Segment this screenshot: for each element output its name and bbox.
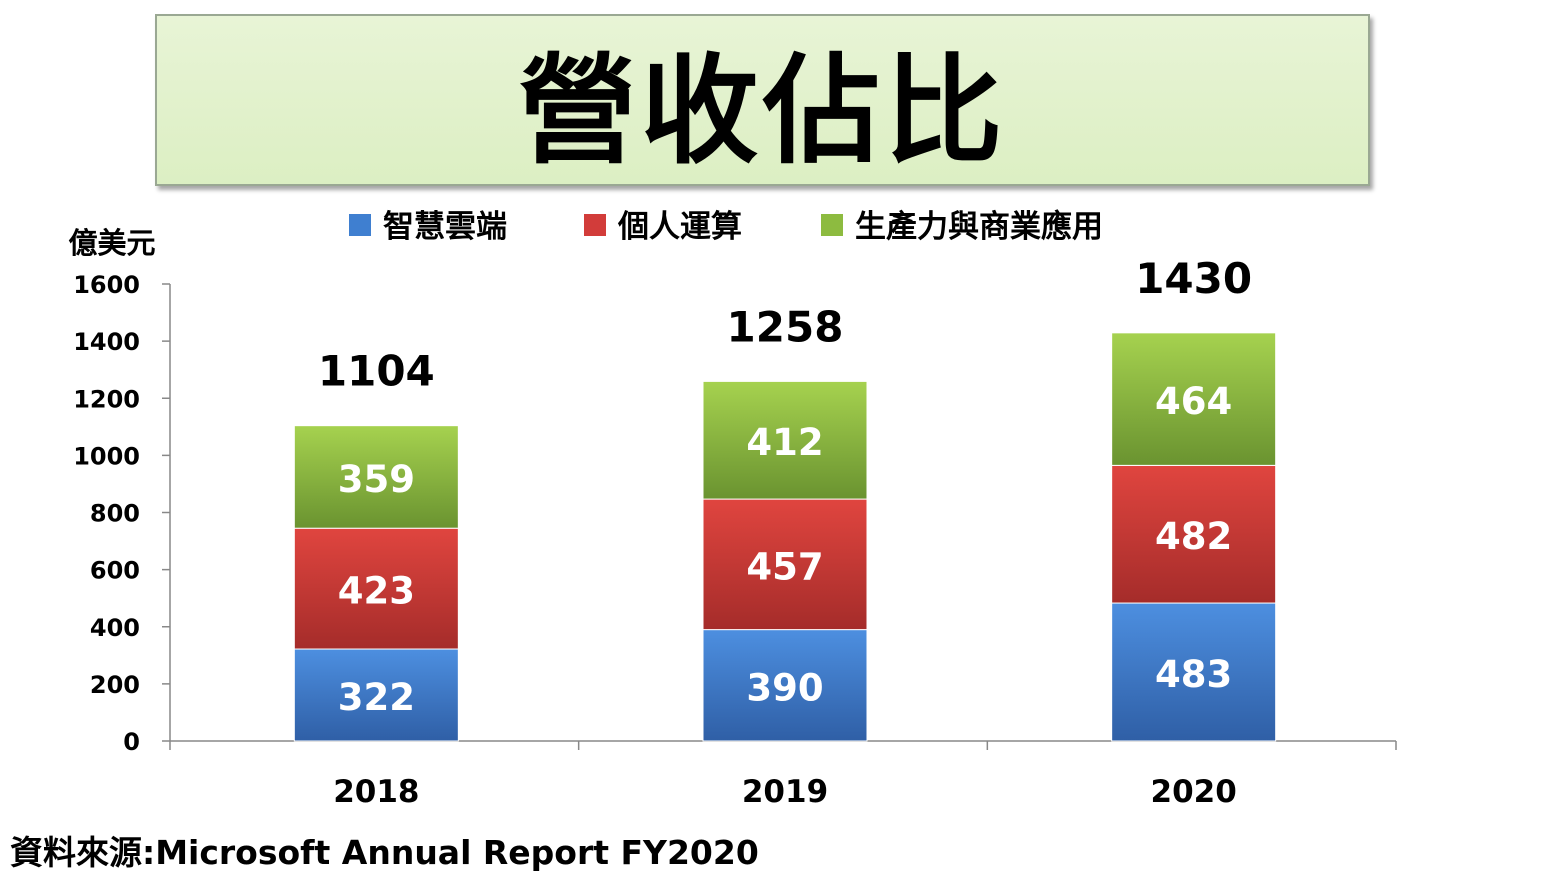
x-tick-label: 2020 [1151,774,1237,810]
y-tick-label: 400 [90,614,140,642]
data-label: 412 [746,421,823,464]
axes: 0 200 400 600 800 1000 1200 1400 1600 [73,271,1397,756]
bar-productivity-2020 [1111,332,1277,466]
bar-productivity-2018 [293,425,459,529]
x-tick-label: 2018 [333,774,419,810]
bar-productivity-2019 [702,380,868,500]
data-label: 390 [746,666,823,709]
legend-swatch-cloud [349,214,371,236]
data-label: 322 [338,676,415,719]
x-tick-label: 2019 [742,774,828,810]
y-tick-label: 0 [123,728,140,756]
y-axis-label: 億美元 [68,226,155,260]
y-tick-label: 1200 [73,385,140,413]
y-tick-label: 1000 [73,442,140,470]
bar-cloud-2018 [293,648,459,742]
y-tick-label: 200 [90,671,140,699]
legend-swatch-productivity [821,214,843,236]
y-tick-label: 800 [90,500,140,528]
data-label: 423 [338,570,415,613]
y-tick-label: 600 [90,557,140,585]
data-label: 359 [338,458,415,501]
source-note: 資料來源:Microsoft Annual Report FY2020 [10,833,759,872]
data-label: 483 [1155,653,1232,696]
page-title: 營收佔比 [518,41,1007,180]
legend-label-cloud: 智慧雲端 [383,209,507,245]
bar-cloud-2019 [702,629,868,742]
bar-pc-2020 [1111,464,1277,604]
legend-label-pc: 個人運算 [617,209,742,245]
bars: 322 423 359 1104 2018 390 457 412 1258 2019 483 482… [293,254,1277,810]
total-label: 1430 [1135,254,1252,303]
total-label: 1104 [318,347,435,396]
bar-pc-2019 [702,498,868,631]
legend: 智慧雲端 個人運算 生產力與商業應用 [349,209,1103,245]
legend-swatch-pc [584,214,606,236]
bar-pc-2018 [293,527,459,650]
y-tick-label: 1600 [73,271,140,299]
total-label: 1258 [727,302,844,351]
bar-cloud-2020 [1111,602,1277,742]
data-label: 464 [1155,380,1232,423]
data-label: 457 [746,545,823,588]
legend-label-productivity: 生產力與商業應用 [855,209,1103,245]
data-label: 482 [1155,515,1232,558]
y-tick-label: 1400 [73,328,140,356]
title-box: 營收佔比 [155,14,1370,186]
